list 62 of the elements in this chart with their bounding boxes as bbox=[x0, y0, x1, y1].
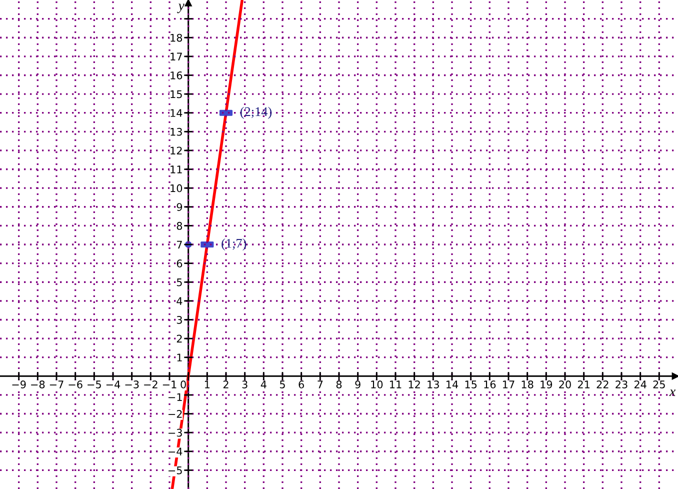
y-tick-label: 7 bbox=[177, 240, 182, 248]
y-tick-label: 6 bbox=[176, 260, 182, 268]
x-tick-label: −6 bbox=[68, 380, 82, 388]
annotation: (1;7) bbox=[222, 238, 246, 250]
x-tick-label: 25 bbox=[653, 380, 665, 388]
y-tick-label: −3 bbox=[168, 428, 182, 437]
x-axis-title: x bbox=[669, 390, 676, 396]
y-tick-label: 4 bbox=[176, 297, 182, 305]
x-tick-label: 8 bbox=[336, 380, 342, 388]
x-tick-label: 19 bbox=[540, 380, 552, 388]
y-tick-label: 9 bbox=[176, 203, 182, 211]
y-tick-label: 13 bbox=[170, 128, 182, 136]
x-tick-label: 2 bbox=[223, 380, 228, 388]
x-tick-label: 10 bbox=[371, 380, 383, 388]
x-tick-label: 13 bbox=[428, 380, 439, 388]
x-tick-label: 22 bbox=[596, 380, 608, 388]
y-tick-label: 5 bbox=[176, 278, 182, 286]
x-tick-label: 11 bbox=[390, 380, 402, 388]
y-tick-label: −1 bbox=[168, 393, 182, 401]
y-tick-label: 10 bbox=[170, 184, 182, 192]
x-tick-label: −9 bbox=[12, 380, 26, 388]
y-tick-label: −4 bbox=[168, 448, 182, 456]
y-tick-label: −5 bbox=[168, 466, 182, 474]
y-tick-label: 17 bbox=[170, 52, 182, 60]
y-axis-title: y bbox=[177, 4, 184, 14]
x-tick-label: 14 bbox=[446, 380, 458, 388]
x-tick-label: 23 bbox=[616, 380, 628, 388]
x-tick-label: −3 bbox=[125, 380, 139, 388]
x-tick-label: 24 bbox=[634, 380, 646, 388]
x-tick-label: −4 bbox=[106, 380, 120, 388]
x-tick-label: −2 bbox=[144, 380, 158, 388]
x-tick-label: 7 bbox=[318, 380, 323, 388]
x-tick-label: −8 bbox=[31, 380, 45, 388]
x-tick-label: 12 bbox=[408, 380, 420, 388]
x-tick-label: 6 bbox=[298, 380, 304, 388]
y-tick-label: 2 bbox=[176, 334, 182, 342]
x-tick-label: 17 bbox=[503, 380, 514, 388]
y-tick-label: 3 bbox=[176, 316, 182, 324]
x-tick-label: −7 bbox=[50, 380, 64, 388]
y-tick-label: 18 bbox=[170, 34, 182, 42]
x-tick-label: 4 bbox=[260, 380, 266, 388]
x-tick-label: −5 bbox=[88, 380, 101, 388]
x-tick-label: 21 bbox=[578, 380, 590, 388]
y-tick-label: 15 bbox=[170, 90, 182, 98]
x-tick-label: 20 bbox=[559, 380, 571, 388]
annotation: (2;14) bbox=[240, 106, 272, 119]
y-tick-label: −2 bbox=[168, 410, 182, 418]
y-tick-label: 12 bbox=[170, 146, 182, 154]
x-tick-label: 5 bbox=[280, 380, 285, 388]
x-tick-label: 9 bbox=[355, 380, 360, 388]
x-tick-label: −1 bbox=[162, 380, 176, 388]
y-tick-label: 14 bbox=[170, 109, 182, 117]
y-tick-label: 1 bbox=[177, 354, 182, 362]
x-tick-label: 15 bbox=[465, 380, 477, 388]
y-tick-label: 11 bbox=[170, 166, 182, 174]
y-tick-label: 16 bbox=[170, 71, 182, 80]
x-tick-label: 1 bbox=[204, 380, 210, 388]
y-tick-label: 8 bbox=[176, 222, 182, 230]
x-tick-label: 0 bbox=[180, 380, 186, 388]
x-tick-label: 3 bbox=[242, 380, 248, 388]
x-tick-label: 16 bbox=[484, 380, 496, 388]
x-tick-label: 18 bbox=[522, 380, 534, 388]
